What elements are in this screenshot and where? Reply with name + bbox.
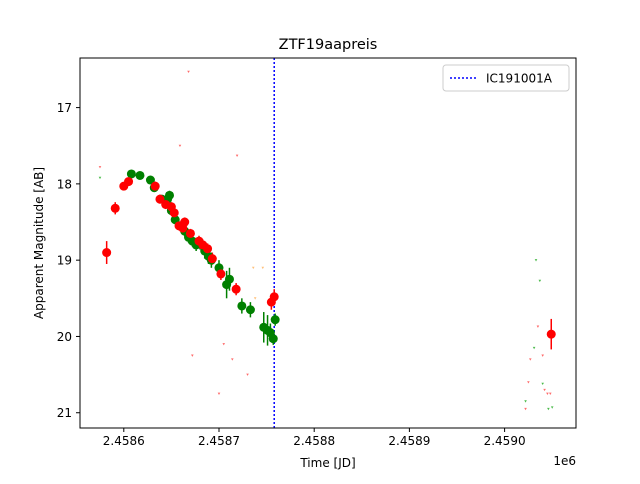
upper-limit-marker: [191, 354, 194, 357]
upper-limit-marker: [550, 406, 554, 409]
upper-limit-marker: [547, 407, 550, 411]
upper-limit-marker: [548, 392, 552, 395]
upper-limit-marker: [541, 382, 544, 386]
upper-limit-marker: [536, 325, 540, 328]
y-tick-label: 18: [57, 177, 72, 191]
x-tick-label: 2.4587: [198, 434, 240, 448]
data-point: [216, 269, 226, 279]
upper-limit-marker: [524, 400, 527, 403]
upper-limit-marker: [529, 358, 532, 361]
x-axis: 2.4586 2.4587 2.4588 2.4589 2.4590: [103, 428, 526, 448]
data-point: [150, 181, 160, 191]
upper-limit-marker: [261, 266, 265, 270]
upper-limit-marker: [251, 266, 255, 270]
upper-limit-marker: [98, 176, 102, 180]
data-point: [185, 228, 195, 238]
y-axis-label: Apparent Magnitude [AB]: [32, 167, 46, 319]
data-point: [126, 169, 136, 179]
upper-limit-marker: [98, 166, 102, 169]
data-point: [269, 292, 279, 302]
plot-frame: [79, 57, 577, 429]
upper-limit-marker: [541, 354, 544, 357]
data-point: [164, 190, 174, 200]
upper-limit-marker: [246, 373, 249, 376]
upper-limit-marker: [538, 279, 542, 283]
data-point: [102, 248, 112, 258]
upper-limit-marker: [534, 259, 538, 262]
upper-limit-marker: [235, 154, 239, 157]
x-tick-label: 2.4589: [388, 434, 430, 448]
upper-limit-marker: [253, 297, 257, 300]
upper-limit-marker: [524, 407, 527, 411]
data-point: [155, 194, 165, 204]
x-tick-label: 2.4588: [293, 434, 335, 448]
data-point: [207, 254, 217, 264]
data-point: [180, 217, 190, 227]
data-point: [169, 208, 179, 218]
data-point: [135, 170, 145, 180]
upper-limit-marker: [527, 381, 530, 384]
upper-limit-marker: [222, 343, 226, 346]
legend-box: [442, 64, 570, 92]
data-point: [546, 329, 556, 339]
x-axis-offset-label: 1e6: [553, 454, 576, 468]
upper-limit-marker: [178, 144, 182, 148]
data-point: [268, 334, 278, 344]
plot-area: [98, 58, 556, 428]
upper-limit-marker: [217, 392, 221, 395]
data-point: [237, 301, 247, 311]
upper-limit-marker: [187, 70, 190, 74]
upper-limit-marker: [532, 346, 536, 350]
data-point: [224, 274, 234, 284]
legend: IC191001A: [442, 64, 570, 92]
data-point: [270, 315, 280, 325]
x-tick-label: 2.4586: [103, 434, 145, 448]
data-point: [124, 177, 134, 187]
x-axis-label: Time [JD]: [299, 456, 355, 470]
data-point: [110, 203, 120, 213]
upper-limit-marker: [543, 388, 546, 392]
x-tick-label: 2.4590: [484, 434, 526, 448]
upper-limit-marker: [231, 358, 234, 361]
data-point: [145, 175, 155, 185]
data-point: [231, 284, 241, 294]
y-tick-label: 21: [57, 406, 72, 420]
legend-label-vline: IC191001A: [486, 72, 553, 86]
y-axis: 17 18 19 20 21: [57, 101, 80, 420]
data-point: [245, 305, 255, 315]
upper-limit-marker: [546, 392, 549, 395]
chart-title: ZTF19aapreis: [279, 37, 378, 53]
y-tick-label: 19: [57, 254, 72, 268]
y-tick-label: 20: [57, 330, 72, 344]
y-tick-label: 17: [57, 101, 72, 115]
data-point: [203, 244, 213, 254]
